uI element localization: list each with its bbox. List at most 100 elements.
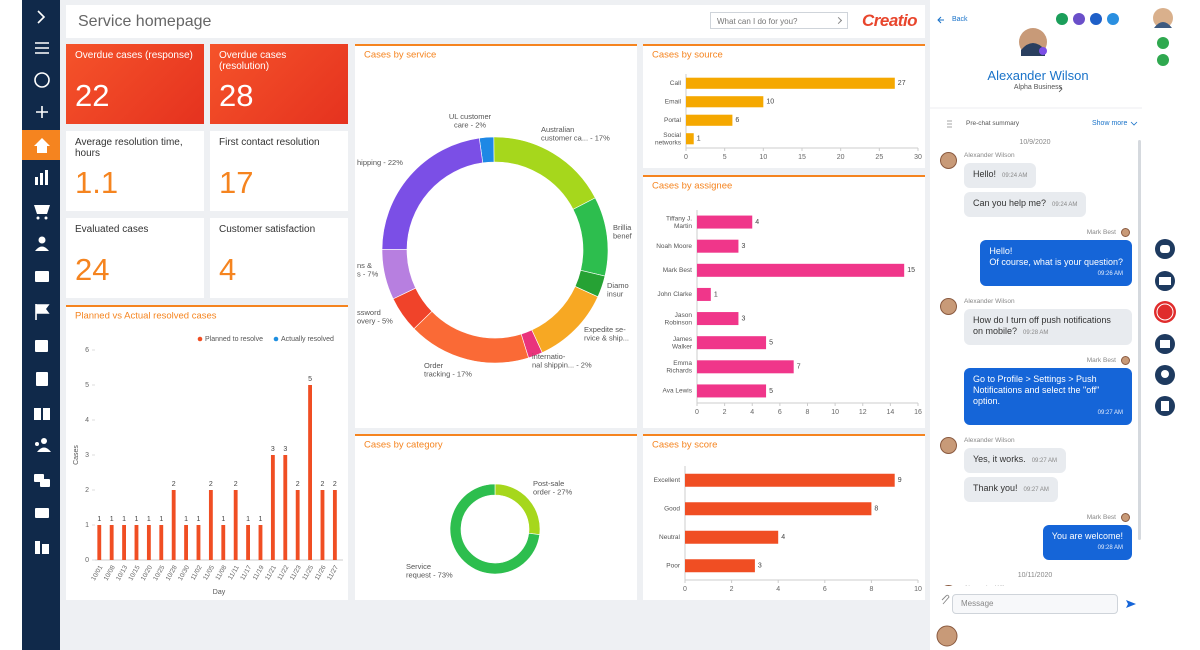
- bubble-row: How do I turn off push notifications on …: [938, 309, 1132, 349]
- message-bubble[interactable]: You are welcome! 09:28 AM: [1042, 525, 1132, 560]
- bar-value-label: 1: [259, 516, 263, 523]
- message-time: 09:27 AM: [1097, 410, 1123, 416]
- chart-panel: [643, 434, 925, 600]
- message-bubble[interactable]: Go to Profile > Settings > Push Notifica…: [964, 368, 1132, 425]
- chart-panel: [66, 305, 348, 600]
- chart-title: Cases by assignee: [652, 181, 732, 192]
- bar: [697, 239, 739, 253]
- avatar: [940, 585, 957, 586]
- bar-value-label: 6: [735, 117, 739, 124]
- chart-panel-accent: [355, 44, 637, 46]
- message-bubble[interactable]: How do I turn off push notifications on …: [964, 309, 1132, 345]
- bar: [208, 490, 213, 560]
- bar-value-label: 2: [172, 481, 176, 488]
- bar-value-label: 3: [741, 243, 745, 250]
- bar-value-label: 1: [246, 516, 250, 523]
- y-tick-label: 3: [85, 452, 89, 459]
- avatar: [1121, 228, 1130, 237]
- slice-label: hipping - 22%: [357, 158, 403, 167]
- chart-panel: [643, 44, 925, 168]
- bar: [686, 114, 733, 126]
- x-tick-label: 20: [837, 154, 845, 161]
- message-text: Yes, it works.: [973, 454, 1026, 464]
- author-name: Alexander Wilson: [964, 437, 1015, 444]
- scrollbar[interactable]: [1138, 140, 1141, 540]
- bar: [258, 525, 263, 560]
- contact-name[interactable]: Alexander Wilson: [987, 68, 1089, 83]
- x-tick-label: 15: [798, 154, 806, 161]
- search-box[interactable]: What can I do for you?: [710, 12, 848, 29]
- y-tick-label: Call: [670, 80, 682, 87]
- bar-value-label: 2: [234, 481, 238, 488]
- bar: [159, 525, 164, 560]
- bar-value-label: 1: [714, 291, 718, 298]
- bar: [283, 455, 288, 560]
- avatar: [940, 437, 957, 454]
- y-tick-label: Tiffany J. Martin: [666, 215, 692, 229]
- bar-value-label: 1: [122, 516, 126, 523]
- bar: [697, 360, 794, 374]
- bar: [109, 525, 114, 560]
- kpi-tile[interactable]: Average resolution time, hours 1.1: [66, 131, 204, 211]
- message-group: Alexander Wilson How do I turn off push n…: [938, 298, 1132, 349]
- slice-label: Diamo insur: [607, 281, 629, 299]
- bar: [196, 525, 201, 560]
- bar-value-label: 2: [321, 481, 325, 488]
- message-time: 09:27 AM: [1031, 458, 1058, 464]
- kpi-tile[interactable]: First contact resolution 17: [210, 131, 348, 211]
- header: Service homepage What can I do for you? …: [66, 5, 925, 38]
- logo[interactable]: Creatio: [862, 11, 918, 30]
- bar-value-label: 27: [898, 80, 906, 87]
- kpi-tile[interactable]: Evaluated cases 24: [66, 218, 204, 298]
- x-tick-label: 30: [914, 154, 922, 161]
- message-bubble[interactable]: Thank you! 09:27 AM: [964, 477, 1058, 502]
- y-tick-label: Neutral: [659, 534, 681, 541]
- date-separator: 10/9/2020: [1019, 139, 1051, 146]
- bar: [184, 525, 188, 560]
- y-tick-label: 5: [85, 382, 89, 389]
- message-text: You are welcome!: [1051, 531, 1123, 541]
- message-thread: 10/9/2020 Alexander Wilson Hello! 09:24 AM C…: [930, 136, 1138, 586]
- message-text: Thank you!: [973, 483, 1018, 493]
- bar-value-label: 1: [147, 516, 151, 523]
- message-text: How do I turn off push notifications on …: [973, 315, 1111, 336]
- bar: [697, 384, 767, 398]
- message-bubble[interactable]: Hello! Of course, what is your question?…: [980, 240, 1132, 286]
- bar-value-label: 3: [741, 315, 745, 322]
- bar-value-label: 1: [135, 516, 139, 523]
- message-time: 09:24 AM: [1002, 173, 1028, 179]
- bar: [697, 287, 711, 301]
- show-more[interactable]: Show more: [1092, 120, 1128, 127]
- bar-value-label: 2: [296, 481, 300, 488]
- contact-company[interactable]: Alpha Business: [1013, 84, 1063, 91]
- bar: [686, 77, 895, 89]
- y-tick-label: 2: [85, 487, 89, 494]
- sidebar: [22, 0, 60, 650]
- bar: [295, 490, 300, 560]
- x-tick-label: 10: [759, 154, 767, 161]
- bar: [122, 525, 126, 560]
- x-tick-label: 8: [806, 409, 810, 416]
- slice-label: Expedite se-rvice & ship...: [584, 325, 629, 343]
- kpi-tile[interactable]: Overdue cases (resolution) 28: [210, 44, 348, 124]
- bar-value-label: 7: [797, 364, 801, 371]
- kpi-tile[interactable]: Overdue cases (response) 22: [66, 44, 204, 124]
- message-input[interactable]: Message: [952, 594, 1118, 614]
- message-bubble[interactable]: Hello! 09:24 AM: [964, 163, 1037, 188]
- donut-slice: [449, 483, 540, 575]
- pre-chat-summary: Pre-chat summary: [966, 120, 1020, 127]
- y-tick-label: Poor: [666, 562, 681, 569]
- kpi-tile[interactable]: Customer satisfaction 4: [210, 218, 348, 298]
- bar-value-label: 3: [271, 446, 275, 453]
- chart: Cases by category Post-sale order - 27% Ser…: [364, 440, 573, 580]
- message-bubble[interactable]: Can you help me? 09:24 AM: [964, 192, 1087, 217]
- message-bubble[interactable]: Yes, it works. 09:27 AM: [964, 448, 1067, 473]
- message-group: Mark Best Go to Profile > Settings > Push…: [938, 356, 1132, 429]
- x-tick-label: 14: [886, 409, 894, 416]
- back-link[interactable]: Back: [952, 16, 968, 23]
- kpi-label: Evaluated cases: [75, 224, 149, 235]
- legend-swatch: [273, 336, 279, 342]
- bar: [685, 559, 755, 573]
